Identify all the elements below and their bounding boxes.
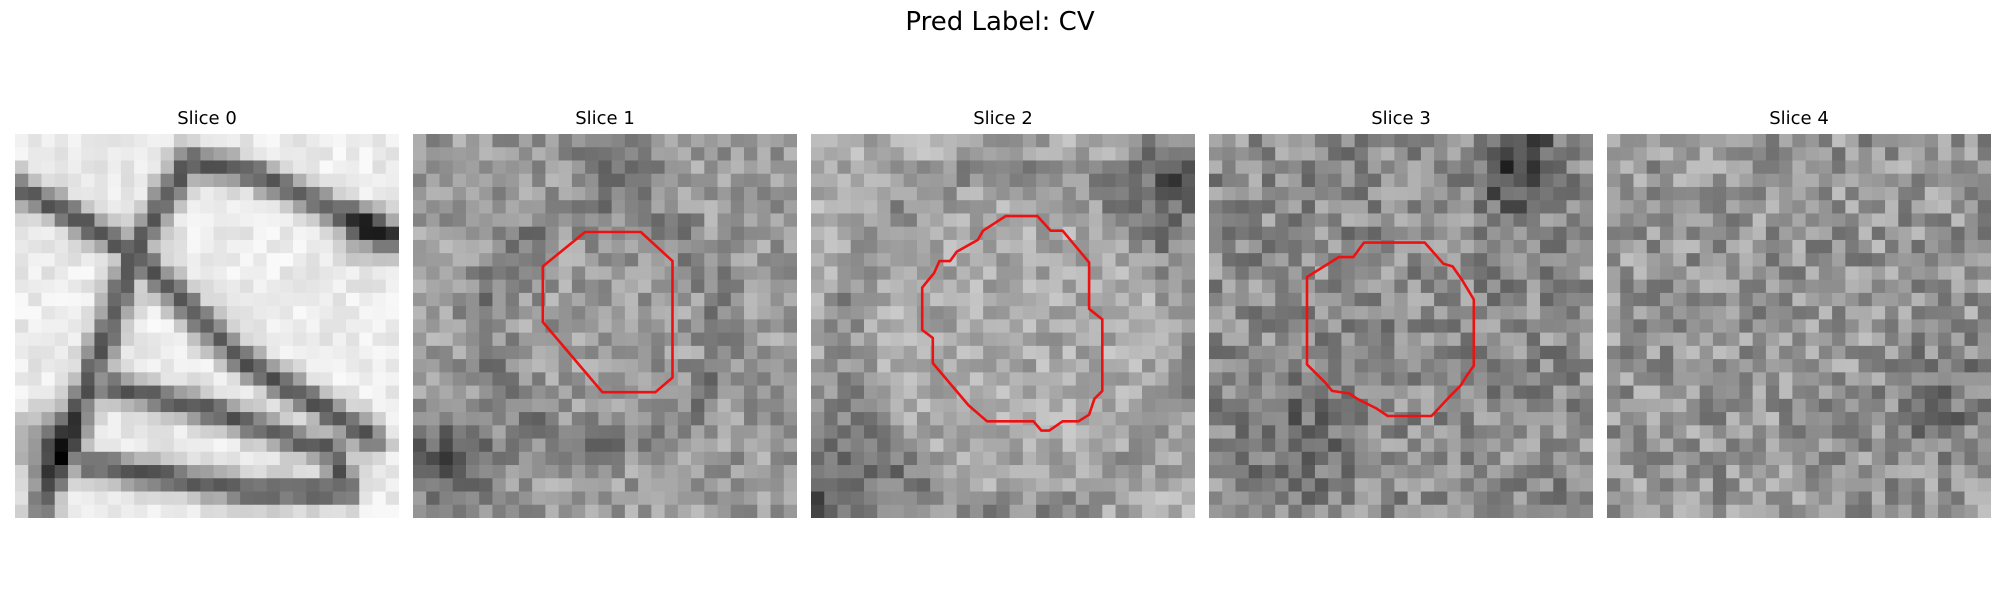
- segmentation-contour: [541, 230, 674, 394]
- slice-title: Slice 1: [575, 108, 635, 129]
- slice-image-4: [1607, 134, 1991, 518]
- slice-panel-2: Slice 2: [811, 108, 1195, 518]
- slice-title: Slice 4: [1769, 108, 1829, 129]
- figure-title: Pred Label: CV: [905, 7, 1095, 37]
- slice-title: Slice 0: [177, 108, 237, 129]
- slice-panel-0: Slice 0: [15, 108, 399, 518]
- slice-panel-4: Slice 4: [1607, 108, 1991, 518]
- segmentation-contour: [920, 214, 1104, 432]
- slice-title: Slice 3: [1371, 108, 1431, 129]
- slice-panel-3: Slice 3: [1209, 108, 1593, 518]
- segmentation-contour: [1305, 241, 1476, 418]
- slice-image-0: [15, 134, 399, 518]
- slice-panel-1: Slice 1: [413, 108, 797, 518]
- slice-title: Slice 2: [973, 108, 1033, 129]
- slice-image-2: [811, 134, 1195, 518]
- slice-image-3: [1209, 134, 1593, 518]
- slice-image-1: [413, 134, 797, 518]
